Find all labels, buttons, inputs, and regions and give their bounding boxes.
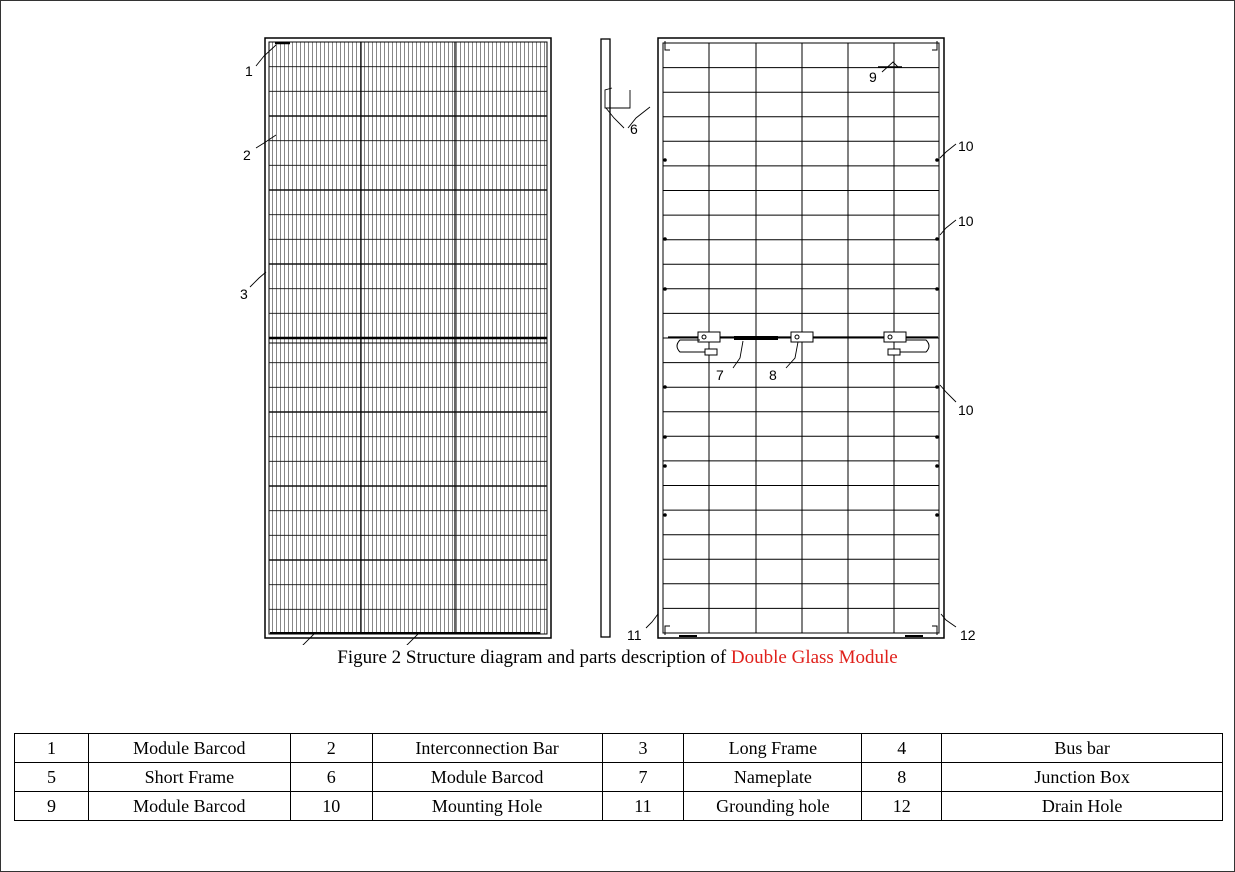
- part-number: 2: [289, 733, 373, 763]
- caption-prefix: Figure 2 Structure diagram and parts des…: [337, 647, 731, 668]
- part-name: Module Barcod: [87, 733, 291, 763]
- part-number: 1: [14, 733, 89, 763]
- table-row: 1 Module Barcod 2 Interconnection Bar 3 …: [14, 733, 1223, 763]
- front-view-panel: [264, 37, 552, 639]
- part-name: Short Frame: [87, 762, 291, 792]
- callout-1: 1: [245, 63, 253, 79]
- callout-6: 6: [630, 121, 638, 137]
- callout-12: 12: [960, 627, 976, 643]
- part-name: Bus bar: [941, 733, 1223, 763]
- callout-leaders: [249, 44, 957, 645]
- part-name: Drain Hole: [941, 791, 1223, 821]
- part-number: 3: [601, 733, 685, 763]
- part-name: Mounting Hole: [371, 791, 603, 821]
- callout-labels: 1 2 3 4 5 6 7 8 9 10 10 10 11 12: [240, 63, 976, 643]
- part-number: 4: [861, 733, 943, 763]
- back-view-panel: [657, 37, 945, 639]
- part-number: 12: [861, 791, 943, 821]
- part-number: 6: [289, 762, 373, 792]
- callout-10b: 10: [958, 213, 974, 229]
- part-name: Junction Box: [941, 762, 1223, 792]
- table-row: 9 Module Barcod 10 Mounting Hole 11 Grou…: [14, 791, 1223, 821]
- callout-3: 3: [240, 286, 248, 302]
- part-number: 9: [14, 791, 89, 821]
- callout-9: 9: [869, 69, 877, 85]
- callout-7: 7: [716, 367, 724, 383]
- part-name: Nameplate: [683, 762, 863, 792]
- callout-11: 11: [627, 627, 642, 643]
- part-number: 8: [861, 762, 943, 792]
- part-name: Module Barcod: [371, 762, 603, 792]
- part-number: 11: [601, 791, 685, 821]
- callout-2: 2: [243, 147, 251, 163]
- callout-10a: 10: [958, 138, 974, 154]
- part-name: Interconnection Bar: [371, 733, 603, 763]
- figure-caption: Figure 2 Structure diagram and parts des…: [0, 647, 1235, 669]
- part-number: 7: [601, 762, 685, 792]
- table-row: 5 Short Frame 6 Module Barcod 7 Nameplat…: [14, 762, 1223, 792]
- callout-10c: 10: [958, 402, 974, 418]
- parts-table: 1 Module Barcod 2 Interconnection Bar 3 …: [14, 733, 1223, 821]
- side-view-panel: [600, 38, 611, 638]
- part-number: 5: [14, 762, 89, 792]
- part-name: Grounding hole: [683, 791, 863, 821]
- part-number: 10: [289, 791, 373, 821]
- structure-diagram: [249, 37, 957, 645]
- callout-8: 8: [769, 367, 777, 383]
- part-name: Long Frame: [683, 733, 863, 763]
- caption-highlight: Double Glass Module: [730, 647, 898, 668]
- part-name: Module Barcod: [87, 791, 291, 821]
